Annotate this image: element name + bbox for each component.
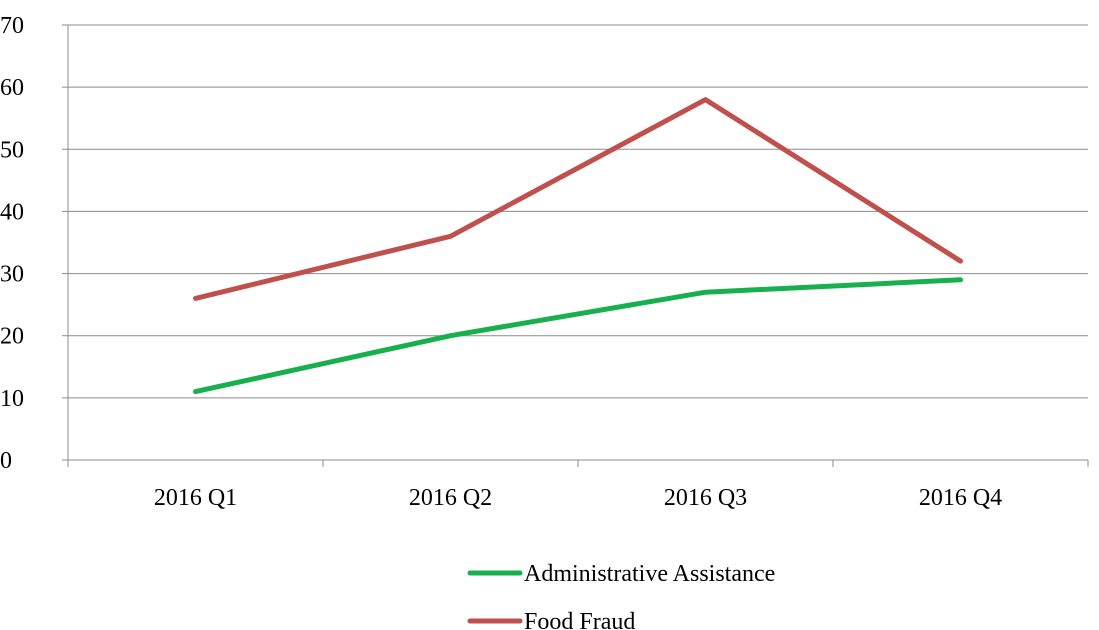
series-line-0 xyxy=(193,277,963,395)
y-axis-tick-labels: 0 10 20 30 40 50 60 70 xyxy=(0,13,24,474)
x-tick-label: 2016 Q2 xyxy=(409,485,492,511)
x-tick-label: 2016 Q4 xyxy=(919,485,1002,511)
legend-label: Food Fraud xyxy=(524,609,635,630)
legend: Administrative Assistance Food Fraud xyxy=(467,561,775,630)
y-tick-label: 0 xyxy=(0,448,12,474)
x-axis-tick-labels: 2016 Q1 2016 Q2 2016 Q3 2016 Q4 xyxy=(154,485,1002,511)
gridlines xyxy=(68,24,1088,399)
series-lines xyxy=(193,97,963,395)
x-tick-label: 2016 Q1 xyxy=(154,485,237,511)
y-tick-label: 20 xyxy=(0,324,24,350)
y-tick-label: 40 xyxy=(0,199,24,225)
axes xyxy=(62,24,1089,467)
y-tick-label: 30 xyxy=(0,262,24,288)
legend-label: Administrative Assistance xyxy=(524,561,775,587)
series-line-1 xyxy=(193,97,963,301)
y-tick-label: 70 xyxy=(0,13,24,39)
y-tick-label: 60 xyxy=(0,75,24,101)
x-tick-label: 2016 Q3 xyxy=(664,485,747,511)
y-tick-label: 10 xyxy=(0,386,24,412)
y-tick-label: 50 xyxy=(0,137,24,163)
